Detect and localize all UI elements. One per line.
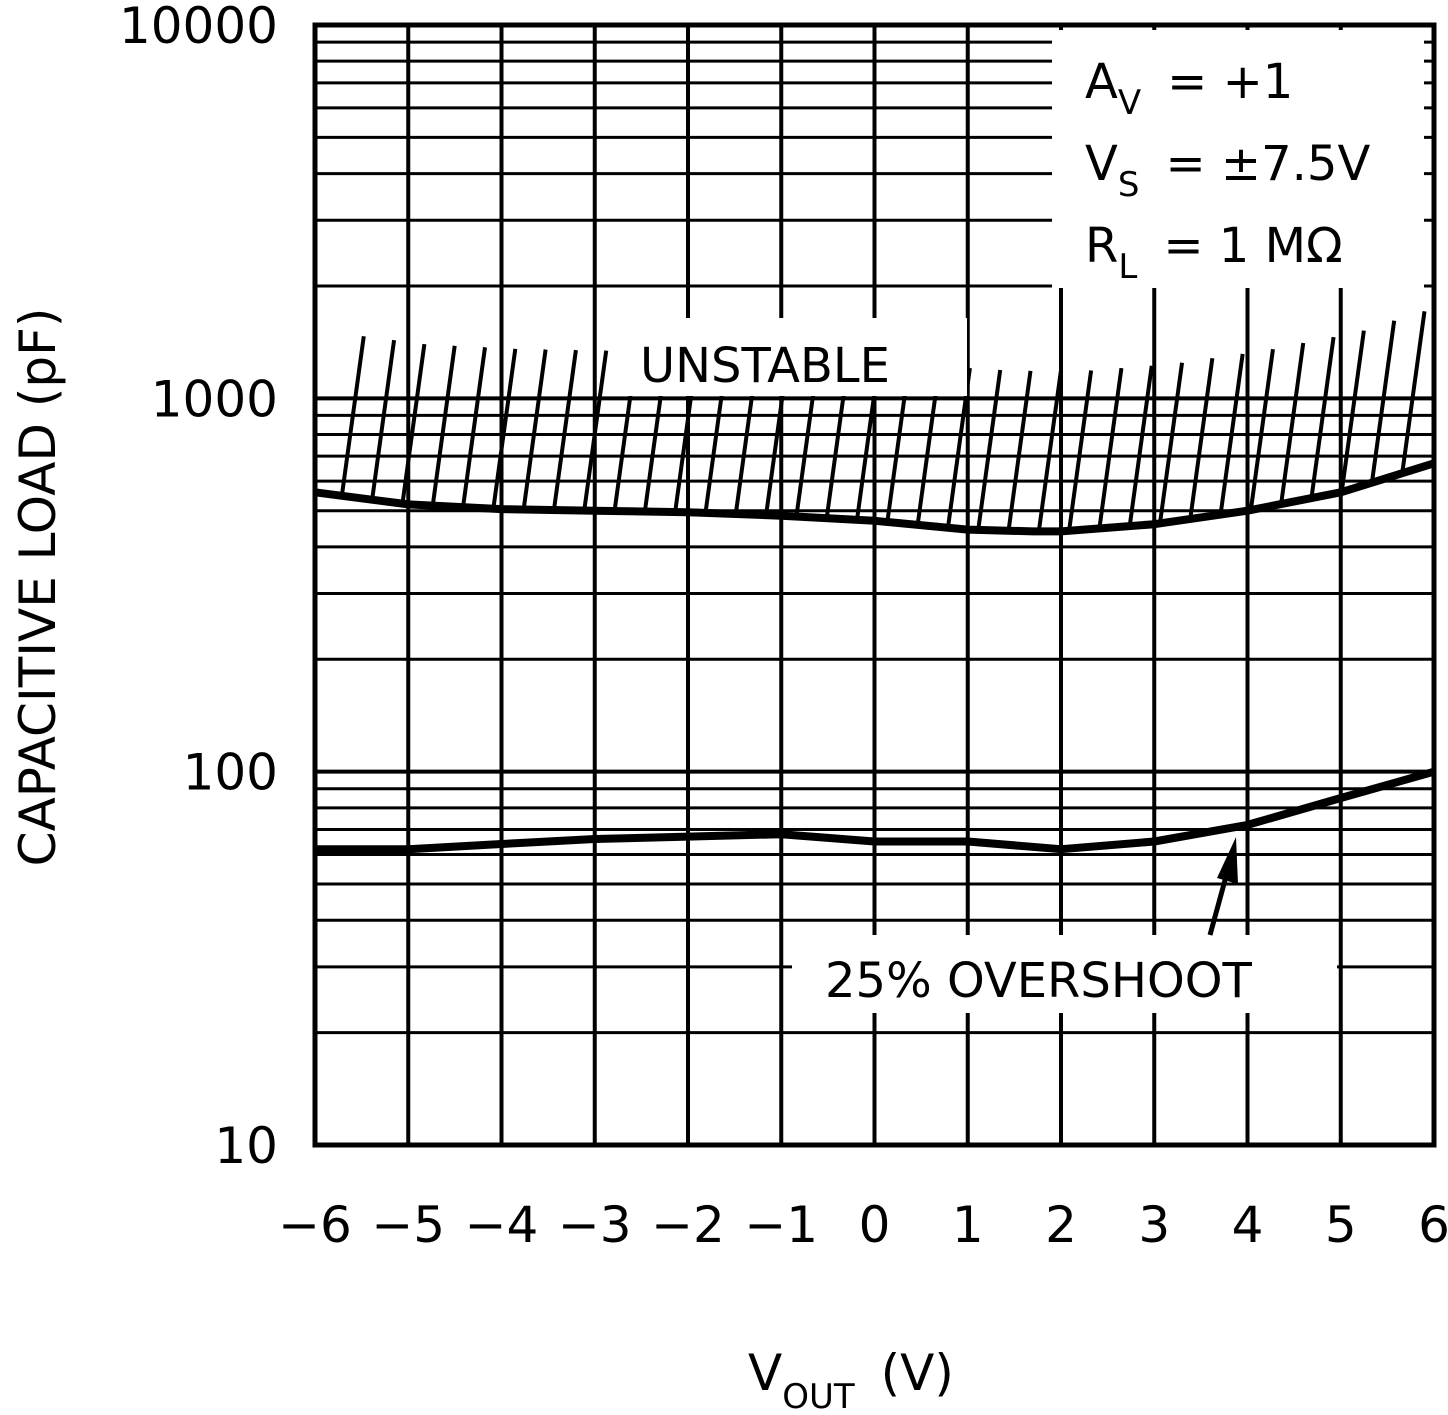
hatch-mark bbox=[491, 348, 518, 510]
x-tick-label: −3 bbox=[558, 1196, 632, 1254]
x-tick-label: −6 bbox=[278, 1196, 352, 1254]
curves bbox=[314, 459, 1436, 854]
hatch-mark bbox=[461, 347, 487, 508]
hatch-mark bbox=[430, 345, 457, 507]
overshoot-label-bg bbox=[792, 935, 1337, 1013]
hatch-mark bbox=[976, 369, 1003, 531]
x-axis-title: VOUT (V) bbox=[748, 1344, 954, 1415]
condition-vs-main: V bbox=[1085, 136, 1118, 192]
hatch-mark bbox=[370, 339, 397, 501]
x-tick-label: 0 bbox=[859, 1196, 891, 1254]
y-tick-label: 100 bbox=[183, 744, 278, 802]
condition-vs: VS = ±7.5V bbox=[1085, 136, 1370, 205]
x-tick-label: −2 bbox=[651, 1196, 725, 1254]
hatch-mark bbox=[1248, 348, 1275, 510]
legend-box-bg bbox=[1052, 30, 1424, 288]
condition-av: AV = +1 bbox=[1085, 54, 1293, 123]
x-axis-title-unit: (V) bbox=[881, 1344, 954, 1402]
x-tick-label: 5 bbox=[1325, 1196, 1357, 1254]
x-tick-label: 6 bbox=[1418, 1196, 1448, 1254]
hatch-mark bbox=[1158, 362, 1185, 524]
x-tick-label: −1 bbox=[744, 1196, 818, 1254]
hatch-mark bbox=[1067, 370, 1094, 531]
overshoot-line bbox=[315, 767, 1436, 854]
condition-vs-rest: = ±7.5V bbox=[1165, 136, 1370, 192]
condition-rl-rest: = 1 MΩ bbox=[1163, 218, 1342, 274]
hatch-mark bbox=[1339, 330, 1366, 491]
hatch-mark bbox=[1218, 353, 1245, 515]
condition-av-main: A bbox=[1085, 54, 1118, 110]
condition-vs-sub: S bbox=[1118, 165, 1140, 205]
y-tick-label: 10000 bbox=[119, 0, 278, 55]
plot-frame bbox=[312, 22, 1437, 1148]
y-tick-label: 1000 bbox=[151, 370, 278, 428]
hatch-mark bbox=[1309, 336, 1336, 498]
y-tick-labels: 10 100 1000 10000 bbox=[119, 0, 278, 1175]
unstable-label: UNSTABLE bbox=[640, 338, 890, 394]
overshoot-arrow-head bbox=[1217, 837, 1238, 884]
condition-rl-main: R bbox=[1085, 218, 1118, 274]
hatch-mark bbox=[551, 349, 578, 511]
x-tick-label: 4 bbox=[1232, 1196, 1264, 1254]
unstable-hatch bbox=[339, 311, 1427, 532]
condition-rl-sub: L bbox=[1118, 247, 1137, 287]
unstable-boundary-line bbox=[314, 459, 1436, 536]
hatch-mark bbox=[1036, 371, 1063, 532]
hatch-mark bbox=[1006, 370, 1033, 532]
x-tick-label: 2 bbox=[1045, 1196, 1077, 1254]
x-tick-label: −4 bbox=[465, 1196, 539, 1254]
hatch-mark bbox=[400, 343, 427, 505]
x-axis-title-main: V bbox=[748, 1344, 782, 1402]
hatch-mark bbox=[1097, 367, 1124, 529]
unstable-label-bg bbox=[612, 318, 967, 396]
conditions-box: AV = +1 VS = ±7.5V RL = 1 MΩ bbox=[1085, 54, 1370, 287]
x-tick-labels: −6 −5 −4 −3 −2 −1 0 1 2 3 4 5 6 bbox=[278, 1196, 1448, 1254]
hatch-mark bbox=[339, 335, 366, 497]
condition-av-sub: V bbox=[1118, 83, 1141, 123]
x-tick-label: 1 bbox=[952, 1196, 984, 1254]
condition-rl: RL = 1 MΩ bbox=[1085, 218, 1343, 287]
x-tick-label: −5 bbox=[371, 1196, 445, 1254]
hatch-mark bbox=[1188, 358, 1215, 519]
hatch-mark bbox=[521, 349, 548, 510]
hatch-mark bbox=[582, 350, 609, 511]
condition-av-rest: = +1 bbox=[1167, 54, 1293, 110]
x-axis-title-sub: OUT bbox=[782, 1377, 855, 1415]
y-tick-label: 10 bbox=[214, 1117, 278, 1175]
hatch-mark bbox=[1279, 342, 1306, 504]
y-axis-title: CAPACITIVE LOAD (pF) bbox=[9, 308, 67, 867]
hatch-mark bbox=[1400, 311, 1427, 472]
hatch-mark bbox=[1370, 320, 1397, 481]
overshoot-label: 25% OVERSHOOT bbox=[825, 953, 1253, 1009]
hatch-mark bbox=[1127, 365, 1154, 527]
x-tick-label: 3 bbox=[1138, 1196, 1170, 1254]
